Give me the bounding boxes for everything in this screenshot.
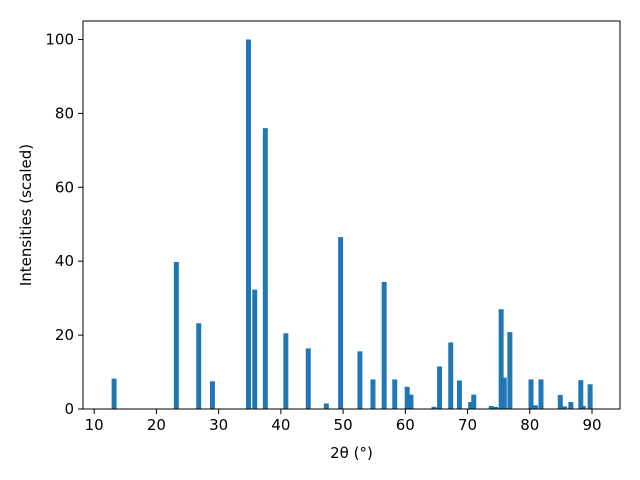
bar bbox=[305, 348, 311, 409]
bar bbox=[568, 401, 574, 409]
bar bbox=[196, 323, 202, 409]
bar bbox=[262, 128, 268, 409]
bar bbox=[323, 403, 329, 409]
y-tick-label: 40 bbox=[55, 252, 74, 270]
x-tick-label: 80 bbox=[520, 416, 539, 434]
bar bbox=[578, 380, 584, 409]
bar bbox=[580, 406, 586, 409]
x-tick-label: 40 bbox=[271, 416, 290, 434]
plot-frame bbox=[82, 20, 621, 410]
x-tick-label: 30 bbox=[209, 416, 228, 434]
x-tick-label: 70 bbox=[458, 416, 477, 434]
bar bbox=[507, 332, 513, 409]
bar bbox=[431, 406, 437, 409]
x-axis-label: 2θ (°) bbox=[330, 444, 373, 462]
x-tick-label: 90 bbox=[582, 416, 601, 434]
x-axis-ticks: 10 20 30 40 50 60 70 80 90 bbox=[85, 409, 602, 434]
y-tick-label: 80 bbox=[55, 104, 74, 122]
bar bbox=[252, 289, 258, 409]
bar bbox=[209, 381, 215, 409]
bar bbox=[557, 394, 563, 409]
bar bbox=[283, 333, 289, 409]
bars-group bbox=[111, 39, 593, 409]
x-tick-label: 20 bbox=[147, 416, 166, 434]
bar bbox=[370, 379, 376, 409]
bar bbox=[468, 401, 474, 409]
y-axis-ticks: 0 20 40 60 80 100 bbox=[45, 30, 83, 418]
bar bbox=[338, 237, 344, 409]
bar bbox=[408, 394, 414, 409]
bar bbox=[111, 378, 117, 409]
y-tick-label: 20 bbox=[55, 326, 74, 344]
bar bbox=[493, 406, 499, 409]
bar bbox=[501, 377, 507, 409]
x-tick-label: 10 bbox=[85, 416, 104, 434]
bar bbox=[532, 405, 538, 409]
bar bbox=[538, 379, 544, 409]
bar bbox=[437, 366, 443, 409]
bar bbox=[392, 379, 398, 409]
y-tick-label: 60 bbox=[55, 178, 74, 196]
x-tick-label: 50 bbox=[334, 416, 353, 434]
bar bbox=[173, 261, 179, 409]
bar bbox=[448, 342, 454, 409]
bar bbox=[562, 406, 568, 409]
bar bbox=[528, 379, 534, 409]
x-tick-label: 60 bbox=[396, 416, 415, 434]
bar bbox=[357, 351, 363, 409]
bar bbox=[404, 386, 410, 409]
bar bbox=[381, 281, 387, 409]
bar bbox=[587, 384, 593, 409]
y-tick-label: 100 bbox=[45, 30, 74, 48]
bar bbox=[488, 406, 494, 409]
bar bbox=[471, 394, 477, 409]
y-tick-label: 0 bbox=[64, 400, 74, 418]
bar bbox=[498, 309, 504, 409]
y-axis-label: Intensities (scaled) bbox=[17, 144, 35, 286]
bar bbox=[246, 39, 252, 409]
bar bbox=[456, 380, 462, 409]
